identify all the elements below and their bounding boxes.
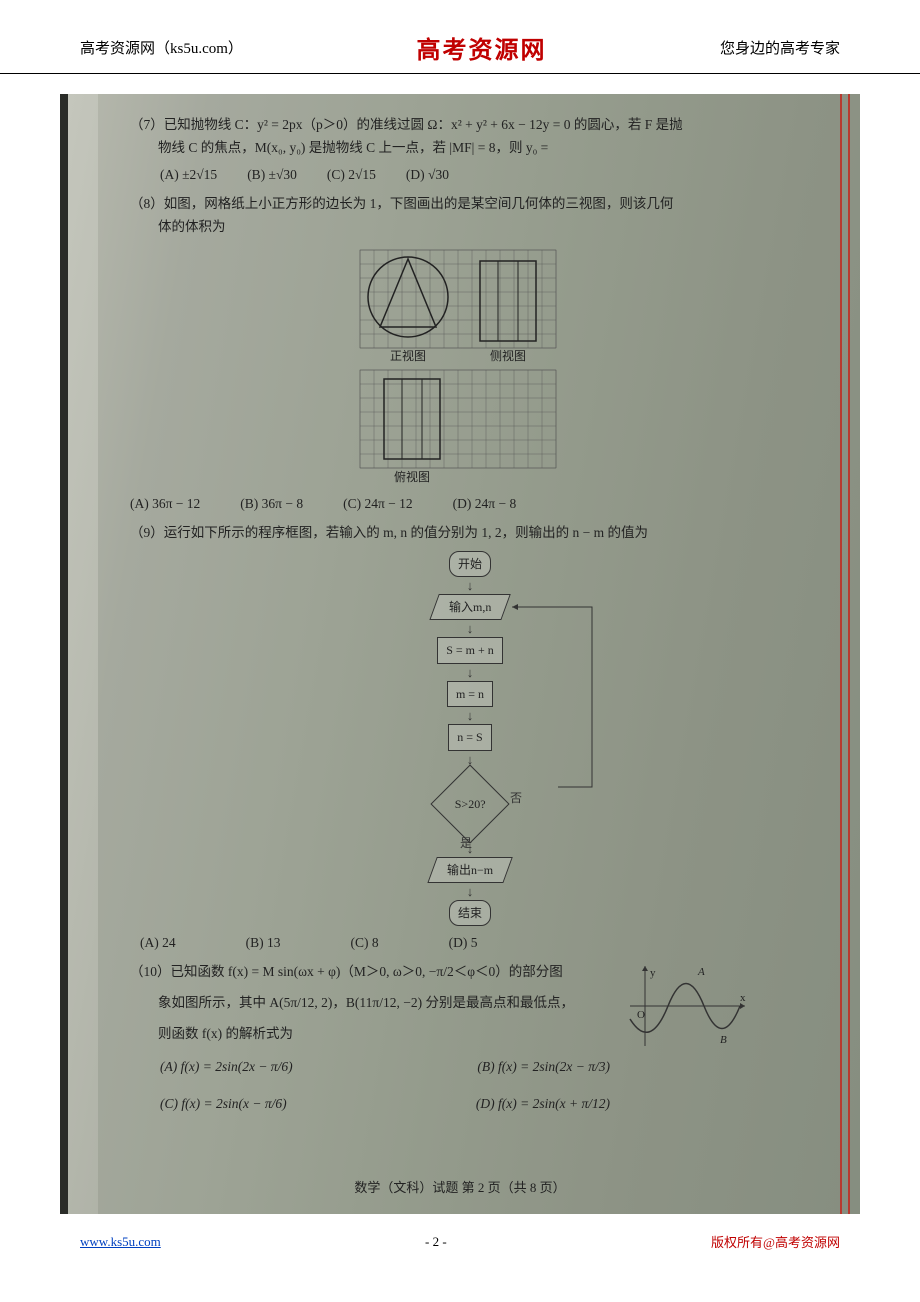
- q10-stem-line: （10）已知函数 f(x) = M sin(ωx + φ)（M＞0, ω＞0, …: [130, 961, 670, 984]
- margin-rule-line: [840, 94, 842, 1214]
- q7-stem-line: 物线 C 的焦点，M(x₀, y₀) 是抛物线 C 上一点，若 |MF| = 8…: [158, 137, 810, 160]
- flow-arrow: ↓: [467, 885, 474, 898]
- q9-opt-a: (A) 24: [140, 932, 176, 955]
- question-8: （8）如图，网格纸上小正方形的边长为 1，下图画出的是某空间几何体的三视图，则该…: [130, 193, 810, 516]
- q7-stem-line: （7）已知抛物线 C：y² = 2px（p＞0）的准线过圆 Ω：x² + y² …: [130, 114, 810, 137]
- flowchart: 开始 ↓ 输入m,n ↓ S = m + n ↓ m = n ↓ n = S ↓…: [432, 551, 508, 927]
- q10-stem-line: 象如图所示，其中 A(5π/12, 2)，B(11π/12, −2) 分别是最高…: [158, 992, 670, 1015]
- sine-graph: y x O A B: [620, 961, 750, 1051]
- footer-page-number: - 2 -: [425, 1234, 447, 1250]
- q7-opt-a: (A) ±2√15: [160, 164, 217, 187]
- flow-arrow: ↓: [467, 579, 474, 592]
- flow-arrow: ↓: [467, 666, 474, 679]
- svg-text:A: A: [697, 966, 705, 978]
- flow-step: n = S: [448, 724, 491, 750]
- flow-end: 结束: [449, 900, 491, 926]
- scanned-page: （7）已知抛物线 C：y² = 2px（p＞0）的准线过圆 Ω：x² + y² …: [60, 94, 860, 1214]
- q7-options: (A) ±2√15 (B) ±√30 (C) 2√15 (D) √30: [160, 164, 810, 187]
- page-gutter: [68, 94, 98, 1214]
- svg-text:y: y: [650, 967, 656, 979]
- flow-step: m = n: [447, 681, 493, 707]
- top-view-label: 俯视图: [394, 469, 430, 484]
- q10-options-row: (C) f(x) = 2sin(x − π/6) (D) f(x) = 2sin…: [160, 1093, 610, 1116]
- side-view-label: 侧视图: [490, 348, 526, 363]
- q8-opt-c: (C) 24π − 12: [343, 493, 413, 516]
- footer-url[interactable]: www.ks5u.com: [80, 1234, 161, 1250]
- flow-arrow: ↓: [467, 709, 474, 722]
- q8-opt-d: (D) 24π − 8: [453, 493, 517, 516]
- q8-opt-a: (A) 36π − 12: [130, 493, 200, 516]
- q9-opt-b: (B) 13: [246, 932, 281, 955]
- binding-edge: [60, 94, 68, 1214]
- q8-stem-line: （8）如图，网格纸上小正方形的边长为 1，下图画出的是某空间几何体的三视图，则该…: [130, 193, 810, 216]
- margin-rule-line: [848, 94, 850, 1214]
- front-view-label: 正视图: [390, 348, 426, 363]
- three-view-svg: 正视图 侧视图 俯视图: [350, 245, 590, 485]
- q10-opt-d: (D) f(x) = 2sin(x + π/12): [476, 1093, 610, 1116]
- q9-opt-c: (C) 8: [351, 932, 379, 955]
- header-tagline: 您身边的高考专家: [720, 37, 840, 58]
- svg-text:O: O: [637, 1009, 645, 1021]
- flow-branch-yes: 是: [460, 833, 472, 853]
- inner-page-label: 数学（文科）试题 第 2 页（共 8 页）: [60, 1177, 860, 1196]
- svg-text:x: x: [740, 992, 746, 1004]
- q7-opt-c: (C) 2√15: [327, 164, 376, 187]
- q9-options: (A) 24 (B) 13 (C) 8 (D) 5: [140, 932, 810, 955]
- q10-opt-a: (A) f(x) = 2sin(2x − π/6): [160, 1056, 293, 1079]
- flow-input: 输入m,n: [429, 594, 511, 620]
- flow-branch-no: 否: [510, 788, 522, 808]
- q9-stem: （9）运行如下所示的程序框图，若输入的 m, n 的值分别为 1, 2，则输出的…: [130, 522, 810, 545]
- q8-stem-line: 体的体积为: [158, 216, 810, 239]
- q10-options-row: (A) f(x) = 2sin(2x − π/6) (B) f(x) = 2si…: [160, 1056, 610, 1079]
- q8-options: (A) 36π − 12 (B) 36π − 8 (C) 24π − 12 (D…: [130, 493, 810, 516]
- question-10: y x O A B （10）已知函数 f(x) = M sin(ωx + φ)（…: [130, 961, 810, 1116]
- q7-opt-b: (B) ±√30: [247, 164, 297, 187]
- page-footer: www.ks5u.com - 2 - 版权所有@高考资源网: [0, 1226, 920, 1261]
- three-view-figure: 正视图 侧视图 俯视图: [130, 245, 810, 485]
- q7-opt-d: (D) √30: [406, 164, 449, 187]
- header-source: 高考资源网（ks5u.com）: [80, 37, 243, 58]
- svg-text:B: B: [720, 1034, 727, 1046]
- q10-opt-c: (C) f(x) = 2sin(x − π/6): [160, 1093, 287, 1116]
- flow-step: S = m + n: [437, 637, 503, 663]
- flow-arrow: ↓: [467, 622, 474, 635]
- flow-output: 输出n−m: [427, 857, 513, 883]
- header-title: 高考资源网: [416, 30, 546, 65]
- q9-opt-d: (D) 5: [449, 932, 478, 955]
- exam-content: （7）已知抛物线 C：y² = 2px（p＞0）的准线过圆 Ω：x² + y² …: [130, 114, 810, 1122]
- q10-stem-line: 则函数 f(x) 的解析式为: [158, 1023, 670, 1046]
- footer-copyright: 版权所有@高考资源网: [711, 1232, 840, 1251]
- question-9: （9）运行如下所示的程序框图，若输入的 m, n 的值分别为 1, 2，则输出的…: [130, 522, 810, 956]
- flow-start: 开始: [449, 551, 491, 577]
- q10-opt-b: (B) f(x) = 2sin(2x − π/3): [477, 1056, 610, 1079]
- page-header: 高考资源网（ks5u.com） 高考资源网 您身边的高考专家: [0, 0, 920, 74]
- q8-opt-b: (B) 36π − 8: [240, 493, 303, 516]
- question-7: （7）已知抛物线 C：y² = 2px（p＞0）的准线过圆 Ω：x² + y² …: [130, 114, 810, 187]
- flow-decision: S>20?: [430, 764, 509, 843]
